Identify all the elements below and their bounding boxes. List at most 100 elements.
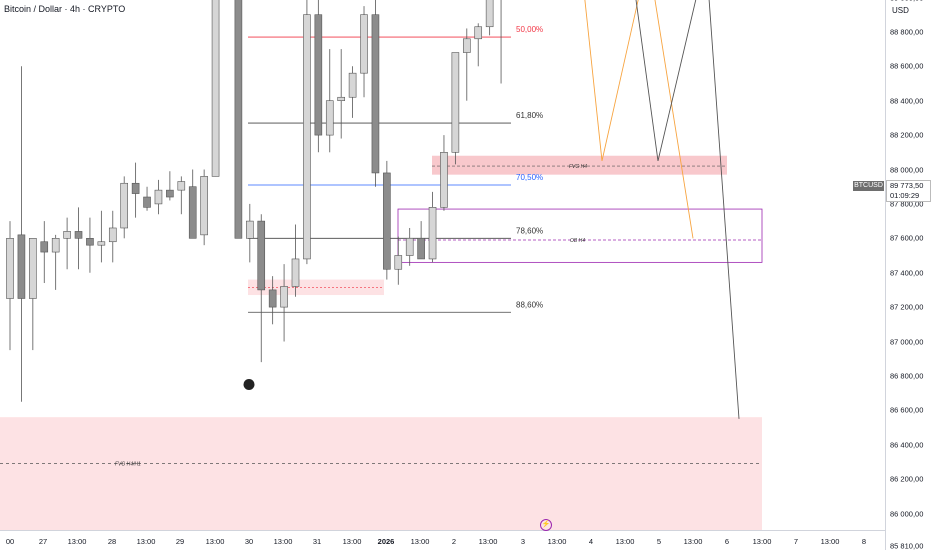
time-tick-label: 00 xyxy=(5,537,15,546)
symbol-tag: BTCUSD xyxy=(853,181,884,191)
time-tick-label: 5 xyxy=(656,537,662,546)
fvg-h4-zone xyxy=(432,155,727,175)
candle-body xyxy=(428,207,437,260)
fib-705-label: 70,50% xyxy=(516,173,543,182)
time-tick-label: 13:00 xyxy=(683,537,703,546)
candle-body xyxy=(348,72,357,98)
time-tick-label: 13:00 xyxy=(615,537,635,546)
price-tick-label: 88 800,00 xyxy=(890,27,924,37)
candle-body xyxy=(462,38,471,53)
time-tick-label: 13:00 xyxy=(547,537,567,546)
candle-body xyxy=(280,286,288,308)
fvg-h4-label: FVG H4 xyxy=(569,164,587,170)
time-tick-label: 13:00 xyxy=(820,537,840,546)
price-tick-label: 88 600,00 xyxy=(890,61,924,71)
price-tick-label: 86 400,00 xyxy=(890,440,924,450)
last-price-tag: 89 773,50 01:09:29 xyxy=(886,180,931,202)
candle-body xyxy=(177,181,186,191)
candle-body xyxy=(451,52,460,153)
last-price: 89 773,50 xyxy=(890,181,924,190)
fvg-h4h1-zone xyxy=(0,417,762,530)
candle-body xyxy=(337,96,345,102)
candle-body xyxy=(200,176,208,236)
time-tick-label: 28 xyxy=(107,537,117,546)
time-tick-label: 13:00 xyxy=(136,537,156,546)
candle-body xyxy=(417,238,425,260)
price-tick-label: 85 810,00 xyxy=(890,541,924,551)
candle-body xyxy=(74,231,83,239)
time-tick-label: 31 xyxy=(312,537,322,546)
candle-body xyxy=(291,258,300,287)
projection-path-orange xyxy=(584,0,694,239)
candle-body xyxy=(29,238,37,299)
candle-body xyxy=(440,152,448,208)
candle-body xyxy=(143,196,151,208)
candle-body xyxy=(303,14,311,260)
price-tick-label: 87 800,00 xyxy=(890,199,924,209)
time-tick-label: 4 xyxy=(588,537,594,546)
time-tick-label: 13:00 xyxy=(273,537,293,546)
time-tick-label: 13:00 xyxy=(478,537,498,546)
lightning-icon[interactable]: ⚡ xyxy=(540,519,552,531)
candle-body xyxy=(268,289,277,308)
candle-body xyxy=(371,14,380,174)
candle-body xyxy=(314,14,323,136)
candle-body xyxy=(108,227,117,243)
price-tick-label: 87 000,00 xyxy=(890,337,924,346)
price-tick-label: 86 600,00 xyxy=(890,405,924,415)
time-tick-label: 8 xyxy=(861,537,867,546)
price-tick-label: 87 200,00 xyxy=(890,302,924,312)
candle-body xyxy=(246,220,254,239)
candle-body xyxy=(188,186,197,239)
candle-body xyxy=(40,241,49,253)
candle-body xyxy=(120,182,128,229)
time-tick-label: 29 xyxy=(175,537,185,546)
fvg-h4h1-label: FVG H4/H1 xyxy=(115,462,141,468)
time-tick-label: 27 xyxy=(38,537,48,546)
price-tick-label: 87 400,00 xyxy=(890,268,924,278)
candle-body xyxy=(63,231,71,239)
time-tick-label: 7 xyxy=(793,537,799,546)
time-tick-label: 13:00 xyxy=(342,537,362,546)
time-axis[interactable] xyxy=(0,530,885,551)
candle-body xyxy=(234,0,243,239)
time-tick-label: 6 xyxy=(724,537,730,546)
fib-50-label: 50,00% xyxy=(516,25,543,34)
currency-label[interactable]: USD xyxy=(892,6,909,15)
candle-body xyxy=(474,26,483,40)
fib-886-label: 88,60% xyxy=(516,300,543,309)
bar-countdown: 01:09:29 xyxy=(890,191,920,200)
price-axis[interactable] xyxy=(885,0,932,550)
chart-title: Bitcoin / Dollar · 4h · CRYPTO xyxy=(4,4,126,14)
candle-body xyxy=(257,220,266,291)
price-tick-label: 87 600,00 xyxy=(890,233,924,243)
ob-h4-label-lower: OB H4 xyxy=(570,238,585,244)
time-tick-label: 13:00 xyxy=(410,537,430,546)
candle-body xyxy=(405,238,414,256)
time-tick-label: 2 xyxy=(451,537,457,546)
candle-body xyxy=(383,172,391,270)
candle-body xyxy=(360,14,368,74)
price-tick-label: 88 400,00 xyxy=(890,96,924,106)
ob-h4-box-lower xyxy=(397,208,763,263)
candle-body xyxy=(154,189,163,205)
price-tick-label: 86 800,00 xyxy=(890,371,924,381)
price-tick-label: 86 200,00 xyxy=(890,474,924,484)
price-tick-label: 86 000,00 xyxy=(890,509,924,518)
fib-786-label: 78,60% xyxy=(516,226,543,235)
time-tick-label: 30 xyxy=(244,537,254,546)
candle-body xyxy=(211,0,220,177)
price-tick-label: 89 000,00 xyxy=(890,0,923,2)
candle-body xyxy=(166,189,174,198)
candle-body xyxy=(97,241,106,246)
fib-618-label: 61,80% xyxy=(516,111,543,120)
candle-body xyxy=(131,182,140,194)
candle-body xyxy=(325,100,334,136)
candle-body xyxy=(17,234,26,299)
candle-body xyxy=(394,255,403,270)
swing-low-marker xyxy=(243,379,255,390)
time-tick-label: 13:00 xyxy=(752,537,772,546)
time-tick-label: 2026 xyxy=(377,537,395,546)
candle-body xyxy=(51,238,60,253)
